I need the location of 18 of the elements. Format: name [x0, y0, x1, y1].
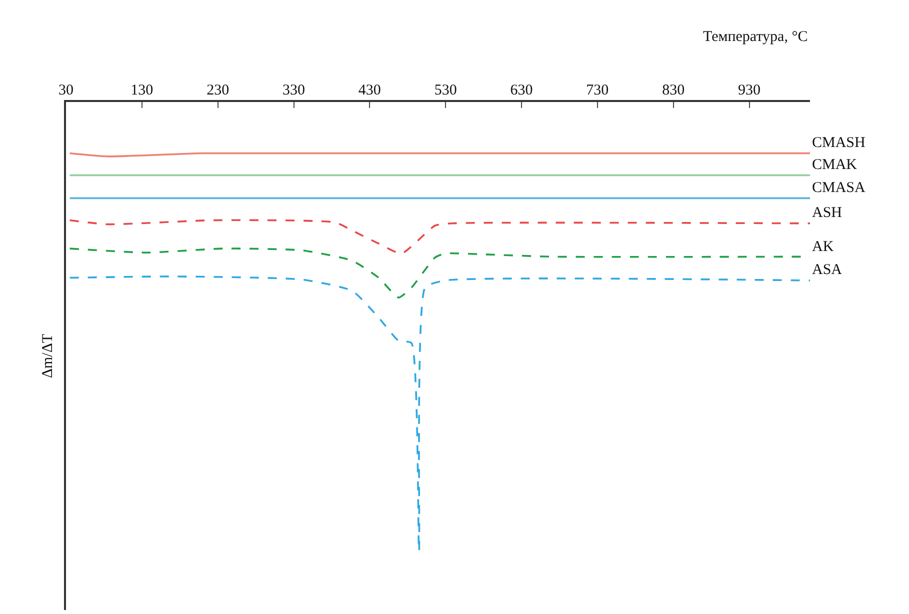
- series-label: CMASH: [812, 135, 866, 151]
- x-tick-label: 930: [738, 82, 761, 98]
- x-tick-label: 530: [434, 82, 457, 98]
- x-tick-label: 830: [662, 82, 685, 98]
- x-tick-label: 330: [282, 82, 306, 98]
- series-label: ASH: [812, 205, 842, 221]
- x-tick-label: 430: [358, 82, 381, 98]
- x-tick-label: 730: [586, 82, 609, 98]
- x-tick-label: 30: [58, 82, 74, 98]
- series-label: CMASA: [812, 180, 866, 196]
- x-tick-label: 230: [206, 82, 230, 98]
- series-label: CMAK: [812, 157, 858, 173]
- y-axis-title: Δm/ΔT: [40, 334, 56, 378]
- series-label: AK: [812, 239, 834, 255]
- x-tick-label: 630: [510, 82, 533, 98]
- x-axis-title: Температура, °C: [703, 29, 808, 45]
- series-label: ASA: [812, 262, 842, 278]
- x-tick-label: 130: [130, 82, 154, 98]
